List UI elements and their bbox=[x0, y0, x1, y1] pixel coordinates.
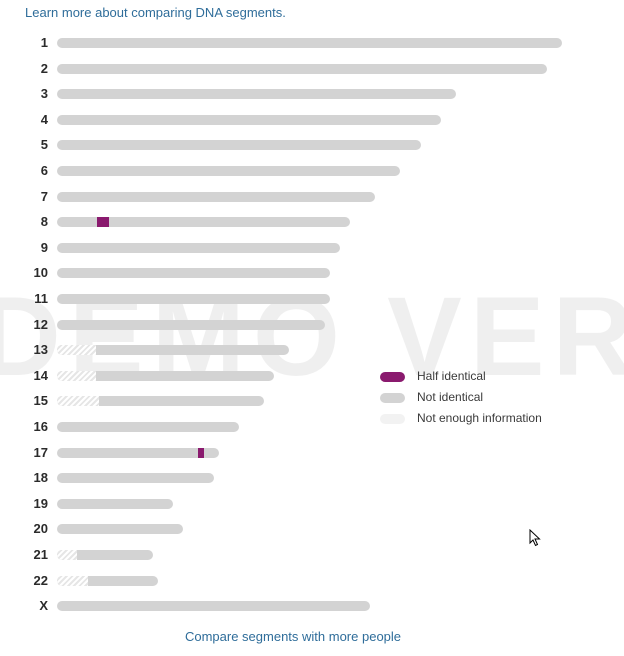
chromosome-bar-4[interactable] bbox=[57, 114, 441, 125]
not-enough-info-segment bbox=[57, 575, 89, 586]
half-identical-swatch bbox=[380, 372, 405, 382]
chromosome-label-12: 12 bbox=[33, 316, 48, 332]
chromosome-bar-6[interactable] bbox=[57, 166, 401, 176]
chromosome-label-6: 6 bbox=[40, 163, 48, 178]
not-enough-info-segment bbox=[57, 396, 99, 407]
legend-label: Not enough information bbox=[417, 411, 542, 425]
chromosome-bar-2[interactable] bbox=[57, 63, 547, 74]
chromosome-label-x: X bbox=[39, 598, 48, 614]
chromosome-bar-9[interactable] bbox=[57, 242, 340, 253]
not-enough-info-segment bbox=[57, 345, 97, 356]
chromosome-label-18: 18 bbox=[33, 470, 48, 486]
chromosome-bar-22[interactable] bbox=[57, 575, 158, 586]
chromosome-bar-7[interactable] bbox=[57, 191, 376, 202]
chromosome-label-21: 21 bbox=[33, 547, 48, 562]
learn-more-link[interactable]: Learn more about comparing DNA segments. bbox=[25, 5, 286, 20]
not-enough-info-segment bbox=[57, 370, 97, 381]
chromosome-label-15: 15 bbox=[33, 393, 48, 409]
chromosome-label-4: 4 bbox=[40, 111, 48, 127]
chromosome-label-14: 14 bbox=[33, 367, 48, 383]
chromosome-label-19: 19 bbox=[33, 495, 48, 511]
chromosome-bar-1[interactable] bbox=[57, 38, 562, 48]
mouse-cursor-icon bbox=[529, 529, 541, 547]
chromosome-bar-13[interactable] bbox=[57, 345, 290, 356]
chromosome-label-3: 3 bbox=[40, 86, 48, 102]
legend-label: Not identical bbox=[417, 390, 484, 404]
chromosome-label-8: 8 bbox=[40, 214, 48, 230]
not-enough-info-swatch bbox=[380, 414, 405, 424]
half-identical-segment[interactable] bbox=[97, 217, 109, 228]
chromosome-bar-12[interactable] bbox=[57, 319, 325, 330]
chromosome-label-1: 1 bbox=[40, 35, 48, 50]
chromosome-label-16: 16 bbox=[33, 419, 48, 434]
chromosome-bar-5[interactable] bbox=[57, 140, 421, 151]
half-identical-segment[interactable] bbox=[198, 447, 205, 458]
chromosome-label-10: 10 bbox=[33, 265, 48, 281]
chromosome-bar-17[interactable] bbox=[57, 447, 219, 458]
chromosome-label-2: 2 bbox=[40, 60, 48, 76]
chromosome-bar-15[interactable] bbox=[57, 396, 265, 407]
chromosome-bar-18[interactable] bbox=[57, 473, 214, 484]
chromosome-bar-8[interactable] bbox=[57, 217, 350, 228]
chromosome-bar-20[interactable] bbox=[57, 524, 184, 535]
demo-watermark: DEMO VER bbox=[0, 274, 624, 399]
chromosome-bar-11[interactable] bbox=[57, 294, 330, 304]
chromosome-bar-16[interactable] bbox=[57, 422, 239, 432]
chromosome-label-20: 20 bbox=[33, 521, 48, 537]
legend-label: Half identical bbox=[417, 369, 486, 383]
chromosome-label-5: 5 bbox=[40, 137, 48, 153]
not-identical-swatch bbox=[380, 393, 405, 403]
chromosome-label-11: 11 bbox=[34, 291, 48, 306]
chromosome-label-7: 7 bbox=[40, 188, 48, 204]
chromosome-bar-x[interactable] bbox=[57, 601, 371, 612]
chromosome-label-13: 13 bbox=[33, 342, 48, 358]
not-enough-info-segment bbox=[57, 550, 78, 560]
chromosome-bar-21[interactable] bbox=[57, 550, 153, 560]
chromosome-label-17: 17 bbox=[33, 444, 48, 460]
chromosome-bar-19[interactable] bbox=[57, 498, 174, 509]
chromosome-bar-3[interactable] bbox=[57, 89, 456, 100]
chromosome-bar-10[interactable] bbox=[57, 268, 330, 279]
chromosome-label-22: 22 bbox=[33, 572, 48, 588]
compare-more-people-link[interactable]: Compare segments with more people bbox=[184, 629, 402, 644]
chromosome-label-9: 9 bbox=[40, 239, 48, 255]
chromosome-bar-14[interactable] bbox=[57, 370, 275, 381]
